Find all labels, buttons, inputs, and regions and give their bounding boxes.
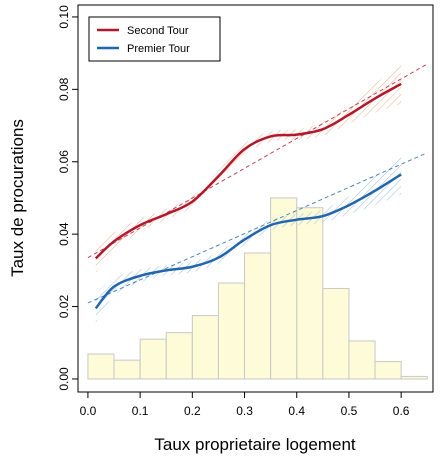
x-tick-label: 0.1 [132,404,149,418]
series-line [94,173,402,310]
x-tick-label: 0.2 [184,404,201,418]
series-line [94,82,402,260]
histogram-bar [165,332,193,380]
x-axis-title: Taux proprietaire logement [154,435,356,454]
legend-label: Second Tour [127,25,189,37]
y-tick-label: 0.06 [57,150,71,174]
x-tick-label: 0.6 [393,404,410,418]
legend-box [88,16,221,62]
x-tick-label: 0.3 [236,404,253,418]
histogram-bar [244,252,272,380]
histogram-bar [217,282,246,380]
x-tick-label: 0.5 [341,404,358,418]
y-tick-label: 0.08 [57,77,71,101]
x-tick-label: 0.0 [80,404,97,418]
plot-frame [77,4,434,393]
y-tick-label: 0.02 [57,295,71,319]
y-axis-title: Taux de procurations [8,119,27,277]
histogram-bar [296,207,324,380]
histogram-bar [113,359,141,380]
x-tick-label: 0.4 [288,404,305,418]
y-tick-label: 0.10 [57,5,71,29]
histogram-bar [374,361,402,380]
histogram-bar [322,287,350,380]
y-tick-label: 0.04 [57,222,71,246]
histogram-bar [191,315,219,380]
histogram-bar [348,340,376,380]
y-tick-label: 0.00 [57,367,71,391]
confidence-band [95,154,402,323]
histogram-bar [139,338,167,380]
trend-line [87,152,428,304]
legend-label: Premier Tour [127,43,190,55]
histogram-bar [87,353,115,380]
trend-line [87,63,428,259]
histogram-bar [400,375,428,380]
